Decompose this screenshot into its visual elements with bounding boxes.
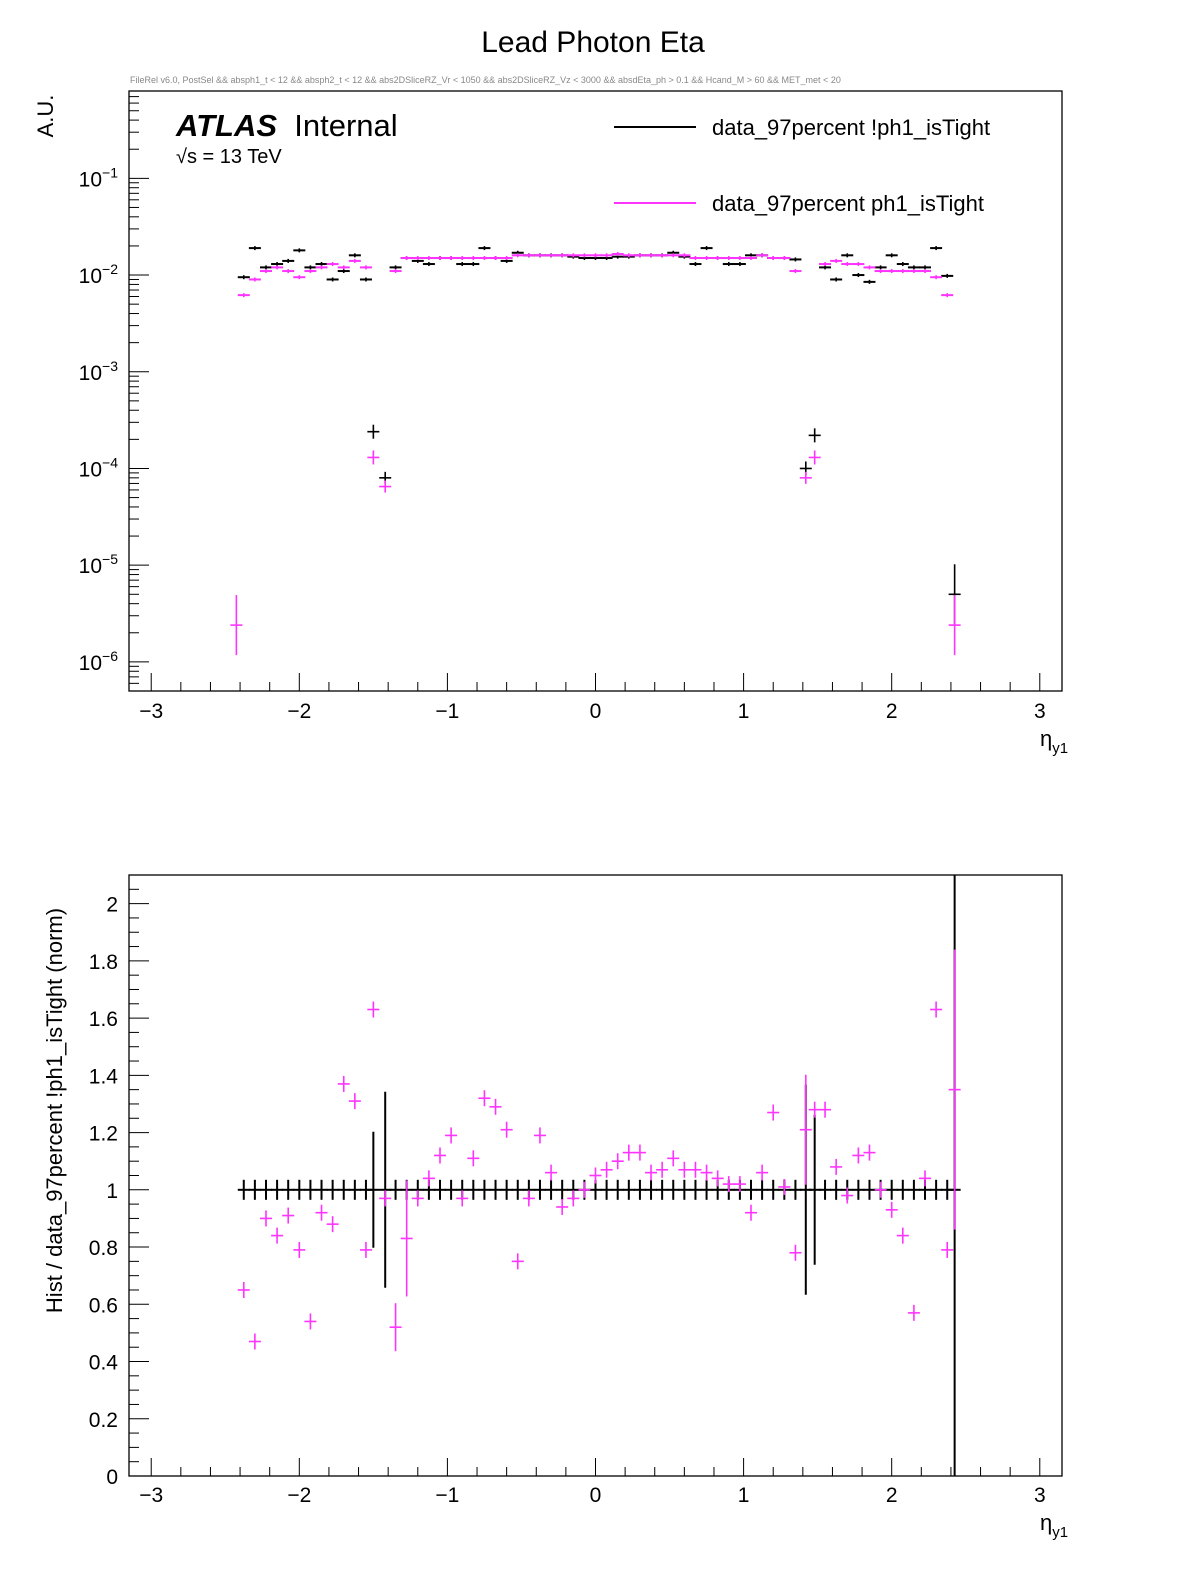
atlas-word: ATLAS [176, 108, 278, 143]
x-tick-label: −2 [287, 1484, 311, 1507]
x-tick-label: 2 [886, 700, 898, 723]
legend-entry-black: data_97percent !ph1_isTight [712, 115, 990, 140]
x-tick-label: 1 [738, 1484, 750, 1507]
x-tick-label: 0 [590, 700, 602, 723]
y-tick-label: 10−5 [79, 551, 119, 578]
y-tick-label: 1.4 [89, 1065, 119, 1088]
y-tick-label: 0 [106, 1466, 118, 1489]
x-axis-label: ηy1 [1040, 1510, 1068, 1541]
x-tick-label: −1 [435, 1484, 459, 1507]
cut-string: FileRel v6.0, PostSel && absph1_t < 12 &… [130, 75, 841, 85]
y-tick-label: 0.6 [89, 1294, 118, 1317]
y-tick-label: 1.2 [89, 1123, 118, 1146]
y-tick-label: 0.8 [89, 1237, 118, 1260]
main-title: Lead Photon Eta [481, 26, 705, 59]
y-tick-label: 0.2 [89, 1409, 118, 1432]
y-tick-label: 10−3 [79, 358, 119, 385]
y-tick-label: 10−1 [79, 164, 119, 191]
legend: data_97percent !ph1_isTight data_97perce… [614, 115, 990, 216]
plot-frame [128, 90, 1063, 692]
x-tick-label: −2 [287, 700, 311, 723]
x-tick-label: 0 [590, 1484, 602, 1507]
x-tick-label: −1 [435, 700, 459, 723]
y-tick-label: 10−6 [79, 648, 119, 675]
y-tick-label: 1 [106, 1180, 118, 1203]
x-tick-label: 1 [738, 700, 750, 723]
y-axis-label: Hist / data_97percent !ph1_isTight (norm… [42, 908, 67, 1313]
y-tick-label: 1.6 [89, 1008, 118, 1031]
ratio-plot: 0 0.2 0.4 0.6 0.8 1 1.2 1.4 1.6 1.8 2 Hist / data_9… [42, 874, 1068, 1541]
y-tick-label: 0.4 [89, 1352, 119, 1375]
x-tick-label: 2 [886, 1484, 898, 1507]
x-tick-label: 3 [1034, 700, 1046, 723]
energy-label: √s = 13 TeV [176, 146, 282, 168]
y-tick-label: 10−2 [79, 261, 119, 288]
x-tick-label: −3 [139, 700, 163, 723]
y-tick-label: 2 [106, 894, 118, 917]
atlas-internal: Internal [294, 108, 398, 143]
x-tick-label: 3 [1034, 1484, 1046, 1507]
legend-entry-magenta: data_97percent ph1_isTight [712, 191, 984, 216]
x-tick-label: −3 [139, 1484, 163, 1507]
y-axis-label: A.U. [33, 95, 58, 138]
x-axis-label: ηy1 [1040, 726, 1068, 757]
y-tick-label: 1.8 [89, 951, 118, 974]
y-tick-label: 10−4 [79, 454, 119, 481]
atlas-label: ATLAS Internal [176, 108, 398, 144]
